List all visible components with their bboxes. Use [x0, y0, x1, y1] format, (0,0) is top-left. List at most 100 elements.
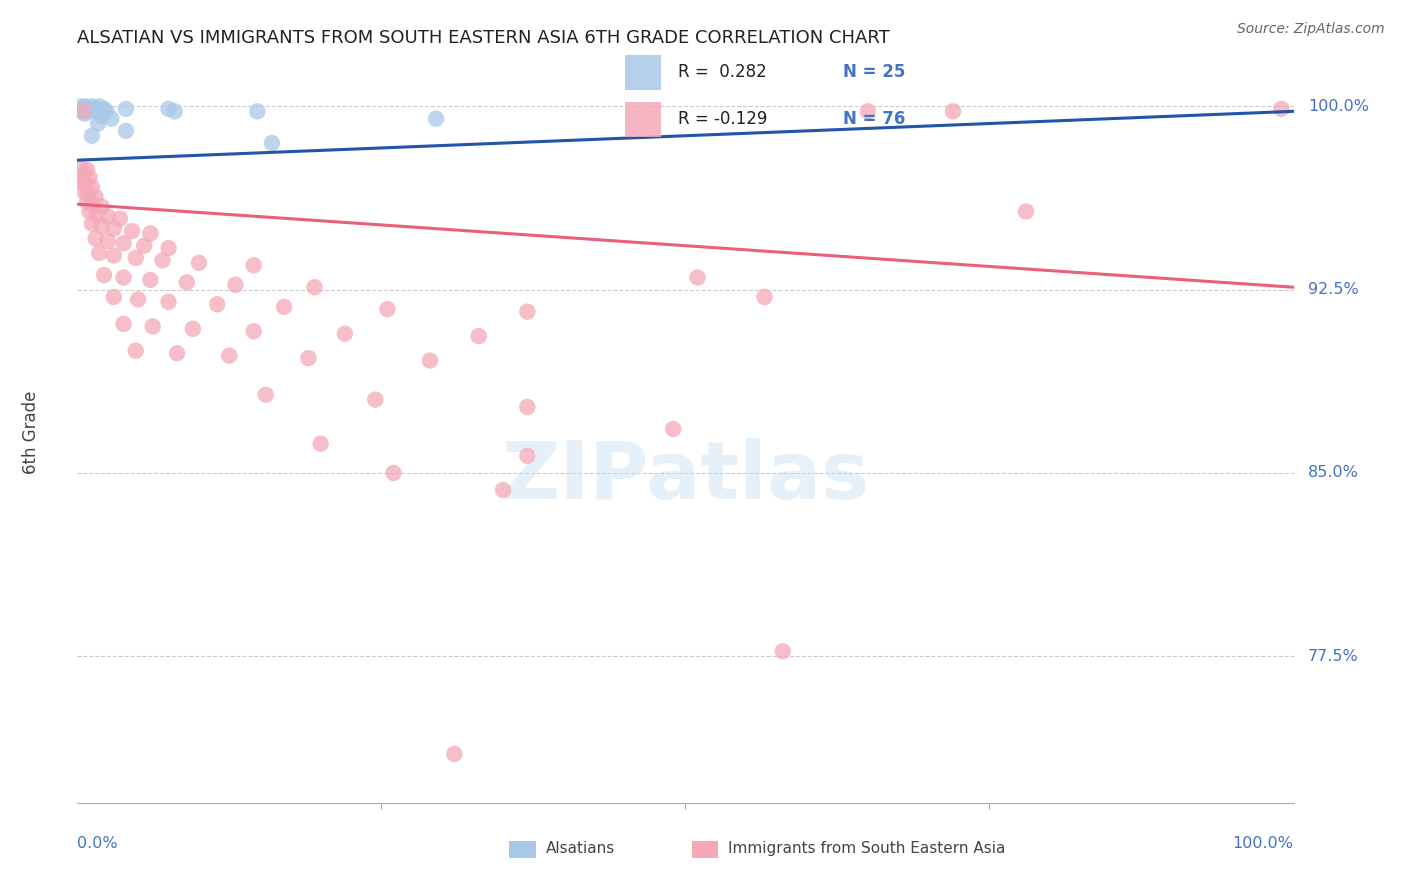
Point	[176, 276, 198, 290]
Point	[86, 102, 108, 116]
Point	[79, 170, 101, 185]
Point	[139, 227, 162, 241]
Point	[443, 747, 465, 761]
Point	[754, 290, 776, 304]
Text: R = -0.129: R = -0.129	[678, 111, 768, 128]
Point	[242, 258, 264, 272]
Point	[70, 104, 93, 119]
Point	[516, 449, 538, 463]
Point	[77, 104, 100, 119]
Point	[127, 293, 149, 307]
Text: ZIPatlas: ZIPatlas	[502, 438, 869, 516]
Point	[89, 99, 111, 113]
Point	[70, 99, 93, 113]
Point	[297, 351, 319, 365]
Point	[382, 466, 405, 480]
Point	[188, 256, 211, 270]
Point	[125, 343, 148, 358]
Point	[112, 236, 135, 251]
Point	[121, 224, 143, 238]
Point	[73, 185, 96, 199]
Point	[76, 194, 98, 209]
Text: N = 25: N = 25	[844, 63, 905, 81]
Point	[467, 329, 489, 343]
Point	[254, 388, 277, 402]
Point	[1270, 102, 1292, 116]
Point	[103, 221, 125, 235]
Point	[115, 124, 138, 138]
Point	[273, 300, 295, 314]
Point	[75, 99, 97, 113]
Point	[333, 326, 356, 341]
Bar	[509, 841, 536, 857]
Point	[142, 319, 165, 334]
Point	[90, 200, 112, 214]
Text: Alsatians: Alsatians	[546, 841, 614, 856]
Point	[80, 102, 103, 116]
Point	[103, 248, 125, 262]
Point	[205, 297, 228, 311]
Text: 100.0%: 100.0%	[1233, 836, 1294, 851]
Point	[166, 346, 188, 360]
Bar	[624, 102, 661, 137]
Point	[97, 234, 120, 248]
Point	[242, 324, 264, 338]
Point	[492, 483, 515, 497]
Point	[75, 178, 97, 192]
Point	[112, 317, 135, 331]
Point	[79, 204, 101, 219]
Point	[80, 128, 103, 143]
Point	[80, 197, 103, 211]
Text: R =  0.282: R = 0.282	[678, 63, 766, 81]
Point	[87, 116, 110, 130]
Point	[96, 104, 118, 119]
Text: Source: ZipAtlas.com: Source: ZipAtlas.com	[1237, 22, 1385, 37]
Point	[1015, 204, 1038, 219]
Point	[163, 104, 186, 119]
Text: 77.5%: 77.5%	[1308, 648, 1358, 664]
Bar	[624, 55, 661, 90]
Point	[73, 102, 96, 116]
Point	[112, 270, 135, 285]
Text: 0.0%: 0.0%	[77, 836, 118, 851]
Point	[260, 136, 283, 150]
Text: 85.0%: 85.0%	[1308, 466, 1360, 481]
Point	[73, 107, 96, 121]
Point	[157, 102, 180, 116]
Text: 6th Grade: 6th Grade	[22, 391, 41, 475]
Point	[100, 112, 122, 126]
Point	[70, 161, 93, 175]
Point	[90, 219, 112, 234]
Point	[152, 253, 174, 268]
Point	[218, 349, 240, 363]
Point	[82, 197, 104, 211]
Point	[686, 270, 709, 285]
Point	[93, 268, 115, 282]
Point	[246, 104, 269, 119]
Point	[93, 102, 115, 116]
Point	[108, 211, 131, 226]
Point	[304, 280, 326, 294]
Point	[139, 273, 162, 287]
Point	[76, 163, 98, 178]
Point	[772, 644, 794, 658]
Bar	[692, 841, 718, 857]
Point	[181, 322, 204, 336]
Point	[662, 422, 685, 436]
Text: 100.0%: 100.0%	[1308, 99, 1369, 114]
Point	[70, 175, 93, 189]
Point	[157, 294, 180, 309]
Text: N = 76: N = 76	[844, 111, 905, 128]
Point	[364, 392, 387, 407]
Point	[80, 217, 103, 231]
Point	[419, 353, 441, 368]
Point	[84, 104, 107, 119]
Point	[72, 104, 94, 119]
Point	[86, 207, 108, 221]
Point	[72, 168, 94, 182]
Point	[115, 102, 138, 116]
Point	[516, 400, 538, 414]
Point	[224, 277, 246, 292]
Point	[942, 104, 965, 119]
Point	[377, 302, 399, 317]
